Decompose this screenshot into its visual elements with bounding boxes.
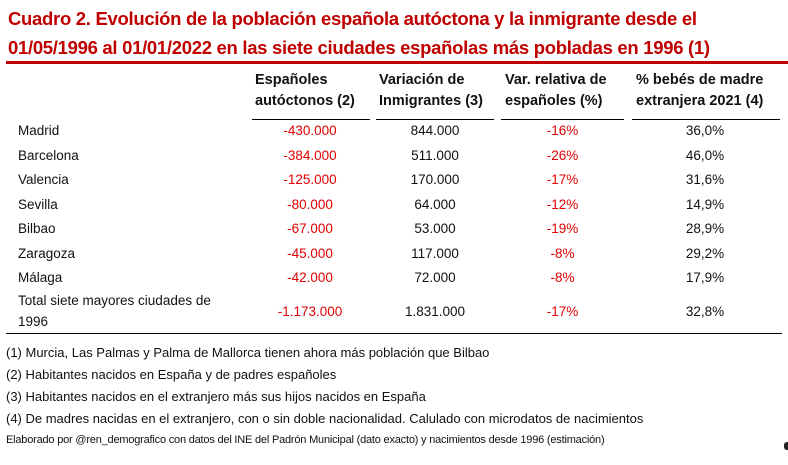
cell-var-relativa: -16% <box>546 123 579 138</box>
cell-inmigrantes: 1.831.000 <box>404 304 466 319</box>
cell-inmigrantes: 844.000 <box>410 123 460 138</box>
row-label-line: 1996 <box>18 314 49 329</box>
row-label: Bilbao <box>18 221 56 236</box>
title-rule <box>6 61 788 64</box>
cell-var-relativa: -26% <box>546 147 579 163</box>
table-row: Bilbao -67.000 53.000 -19% 28,9% <box>0 217 788 241</box>
cell-autoctonos: -384.000 <box>283 147 337 163</box>
table-row-total: Total siete mayores ciudades de 1996 -1.… <box>0 288 788 336</box>
header-underline <box>252 119 370 120</box>
table-row: Sevilla -80.000 64.000 -12% 14,9% <box>0 193 788 217</box>
header-line: Variación de <box>379 72 465 88</box>
row-label: Total siete mayores ciudades de 1996 <box>18 290 211 332</box>
row-label: Barcelona <box>18 147 79 163</box>
row-label: Valencia <box>18 172 69 187</box>
cell-bebes: 46,0% <box>685 147 725 163</box>
cell-autoctonos: -1.173.000 <box>277 304 343 319</box>
cell-var-relativa: -12% <box>546 196 579 212</box>
cell-var-relativa: -19% <box>546 221 579 236</box>
row-label: Zaragoza <box>18 245 76 261</box>
cell-inmigrantes: 511.000 <box>411 147 459 163</box>
cell-autoctonos: -125.000 <box>283 172 337 187</box>
cell-autoctonos: -45.000 <box>287 245 333 261</box>
row-label: Sevilla <box>18 196 58 212</box>
header-var-relativa: Var. relativa de españoles (%) <box>505 70 607 112</box>
cell-inmigrantes: 72.000 <box>414 270 456 285</box>
source-credit: Elaborado por @ren_demografico con datos… <box>6 434 605 446</box>
cell-bebes: 17,9% <box>685 270 725 285</box>
footnote-1: (1) Murcia, Las Palmas y Palma de Mallor… <box>6 345 490 360</box>
cell-bebes: 28,9% <box>685 221 725 236</box>
cell-bebes: 14,9% <box>685 196 725 212</box>
header-line: autóctonos (2) <box>255 93 355 109</box>
cell-bebes: 31,6% <box>685 172 725 187</box>
header-inmigrantes: Variación de Inmigrantes (3) <box>379 70 483 112</box>
cell-inmigrantes: 53.000 <box>414 221 456 236</box>
header-line: Españoles <box>255 72 328 88</box>
table-bottom-rule <box>6 333 782 334</box>
cell-var-relativa: -8% <box>550 270 575 285</box>
row-label: Málaga <box>18 270 63 285</box>
footnote-4: (4) De madres nacidas en el extranjero, … <box>6 411 644 426</box>
header-autoctonos: Españoles autóctonos (2) <box>255 70 355 112</box>
table-row: Madrid -430.000 844.000 -16% 36,0% <box>0 119 788 143</box>
cell-bebes: 29,2% <box>685 245 725 261</box>
cell-inmigrantes: 170.000 <box>410 172 460 187</box>
cell-var-relativa: -17% <box>546 172 579 187</box>
cell-bebes: 36,0% <box>685 123 725 138</box>
cell-bebes: 32,8% <box>685 304 725 319</box>
cell-inmigrantes: 117.000 <box>411 245 459 261</box>
header-line: Var. relativa de <box>505 72 607 88</box>
table-row: Zaragoza -45.000 117.000 -8% 29,2% <box>0 242 788 266</box>
cell-var-relativa: -17% <box>546 304 579 319</box>
header-line: españoles (%) <box>505 93 603 109</box>
cell-autoctonos: -80.000 <box>287 196 333 212</box>
header-line: % bebés de madre <box>636 72 764 88</box>
table-row: Barcelona -384.000 511.000 -26% 46,0% <box>0 144 788 168</box>
footnote-2: (2) Habitantes nacidos en España y de pa… <box>6 367 337 382</box>
row-label: Madrid <box>18 123 60 138</box>
table-row: Valencia -125.000 170.000 -17% 31,6% <box>0 168 788 192</box>
cell-autoctonos: -67.000 <box>287 221 333 236</box>
header-line: extranjera 2021 (4) <box>636 93 764 109</box>
row-label-line: Total siete mayores ciudades de <box>18 293 211 308</box>
table-row: Málaga -42.000 72.000 -8% 17,9% <box>0 266 788 290</box>
header-line: Inmigrantes (3) <box>379 93 483 109</box>
header-underline <box>376 119 494 120</box>
cell-autoctonos: -42.000 <box>287 270 333 285</box>
header-underline <box>501 119 624 120</box>
footnote-3: (3) Habitantes nacidos en el extranjero … <box>6 389 426 404</box>
header-bebes: % bebés de madre extranjera 2021 (4) <box>636 70 763 112</box>
header-underline <box>632 119 780 120</box>
table-title: Cuadro 2. Evolución de la población espa… <box>8 8 710 58</box>
cell-inmigrantes: 64.000 <box>414 196 456 212</box>
cell-autoctonos: -430.000 <box>283 123 337 138</box>
cell-var-relativa: -8% <box>550 245 575 261</box>
edge-dot-icon <box>784 442 788 450</box>
